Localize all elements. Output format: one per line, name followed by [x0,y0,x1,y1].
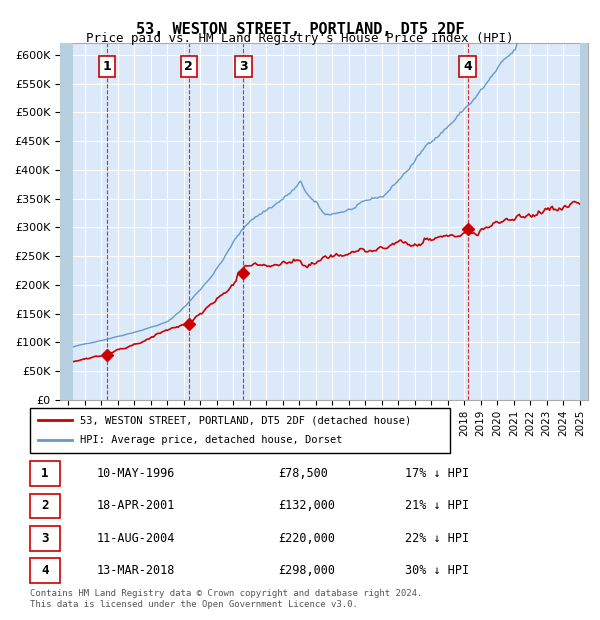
Text: 4: 4 [463,60,472,73]
Text: 53, WESTON STREET, PORTLAND, DT5 2DF: 53, WESTON STREET, PORTLAND, DT5 2DF [136,22,464,37]
Text: 4: 4 [41,564,49,577]
Text: 22% ↓ HPI: 22% ↓ HPI [406,532,469,544]
Text: HPI: Average price, detached house, Dorset: HPI: Average price, detached house, Dors… [80,435,343,445]
FancyBboxPatch shape [30,461,61,486]
Text: 2: 2 [184,60,193,73]
FancyBboxPatch shape [30,494,61,518]
Text: 17% ↓ HPI: 17% ↓ HPI [406,467,469,480]
Polygon shape [580,43,588,400]
Text: 10-MAY-1996: 10-MAY-1996 [96,467,175,480]
Text: 2: 2 [41,500,49,512]
Text: 30% ↓ HPI: 30% ↓ HPI [406,564,469,577]
Text: £298,000: £298,000 [278,564,335,577]
Text: Contains HM Land Registry data © Crown copyright and database right 2024.
This d: Contains HM Land Registry data © Crown c… [30,590,422,609]
Text: £220,000: £220,000 [278,532,335,544]
Text: 21% ↓ HPI: 21% ↓ HPI [406,500,469,512]
Text: 1: 1 [103,60,112,73]
Text: £78,500: £78,500 [278,467,328,480]
Text: 3: 3 [41,532,49,544]
Text: £132,000: £132,000 [278,500,335,512]
Text: 53, WESTON STREET, PORTLAND, DT5 2DF (detached house): 53, WESTON STREET, PORTLAND, DT5 2DF (de… [80,415,412,425]
FancyBboxPatch shape [30,558,61,583]
Text: 3: 3 [239,60,248,73]
FancyBboxPatch shape [30,526,61,551]
Text: 13-MAR-2018: 13-MAR-2018 [96,564,175,577]
Polygon shape [60,43,73,400]
Text: 11-AUG-2004: 11-AUG-2004 [96,532,175,544]
Text: 18-APR-2001: 18-APR-2001 [96,500,175,512]
Text: Price paid vs. HM Land Registry's House Price Index (HPI): Price paid vs. HM Land Registry's House … [86,32,514,45]
Text: 1: 1 [41,467,49,480]
FancyBboxPatch shape [30,408,450,453]
